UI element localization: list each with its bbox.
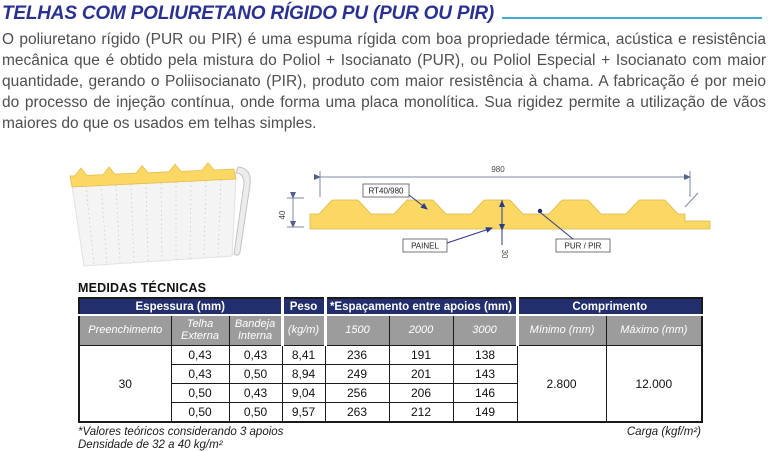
table-row: 0,43 0,50 8,94 249 201 143 bbox=[79, 364, 702, 384]
cell-3000: 146 bbox=[452, 383, 518, 403]
cell-3000: 143 bbox=[452, 364, 518, 384]
page-header: TELHAS COM POLIURETANO RÍGIDO PU (PUR OU… bbox=[0, 0, 768, 25]
cell-bandeja: 0,50 bbox=[228, 364, 283, 384]
table-row: 30 0,43 0,43 8,41 236 191 138 2.800 12.0… bbox=[78, 345, 703, 423]
col-preenchimento: Preenchimento bbox=[78, 314, 172, 346]
title-underline bbox=[502, 17, 762, 19]
cell-1500: 263 bbox=[324, 402, 390, 423]
cell-telha: 0,50 bbox=[170, 383, 230, 403]
cell-2000: 191 bbox=[388, 345, 454, 365]
col-peso-unit: (kg/m) bbox=[280, 314, 326, 346]
figures-row: 980 40 30 RT40/980 PAINEL PUR / PIR bbox=[0, 153, 768, 278]
col-maximo: Máximo (mm) bbox=[605, 314, 703, 346]
cell-peso: 8,94 bbox=[281, 364, 326, 384]
rolled-edge bbox=[233, 166, 251, 256]
panel-tag-label: PAINEL bbox=[411, 242, 439, 251]
end-break-tick bbox=[684, 192, 699, 208]
panel-streaks bbox=[85, 179, 222, 265]
intro-paragraph: O poliuretano rígido (PUR ou PIR) é uma … bbox=[2, 31, 766, 132]
technical-table: Espessura (mm) Peso *Espaçamento entre a… bbox=[78, 297, 704, 423]
footnote-supports: *Valores teóricos considerando 3 apoios bbox=[78, 426, 284, 438]
header-group-row: Espessura (mm) Peso *Espaçamento entre a… bbox=[78, 297, 703, 316]
cell-bandeja: 0,43 bbox=[228, 345, 283, 365]
cell-minimo: 2.800 bbox=[516, 345, 607, 423]
group-espacamento: *Espaçamento entre apoios (mm) bbox=[323, 297, 518, 316]
cell-2000: 206 bbox=[388, 383, 454, 403]
width-dimension-label: 980 bbox=[491, 165, 505, 174]
col-minimo: Mínimo (mm) bbox=[515, 314, 607, 346]
table-section-title: MEDIDAS TÉCNICAS bbox=[78, 281, 207, 295]
group-comprimento: Comprimento bbox=[515, 297, 703, 316]
group-espessura: Espessura (mm) bbox=[78, 297, 283, 316]
cell-1500: 249 bbox=[324, 364, 390, 384]
cell-2000: 212 bbox=[388, 402, 454, 423]
cell-maximo: 12.000 bbox=[605, 345, 703, 423]
cell-1500: 236 bbox=[324, 345, 390, 365]
col-bandeja-interna: Bandeja Interna bbox=[228, 314, 283, 346]
col-apoio-2000: 2000 bbox=[388, 314, 454, 346]
profile-tag-leader bbox=[408, 194, 428, 210]
profile-cross-section: 980 40 30 RT40/980 PAINEL PUR / PIR bbox=[278, 165, 711, 259]
cell-preenchimento: 30 bbox=[78, 345, 172, 423]
cell-1500: 256 bbox=[324, 383, 390, 403]
cell-peso: 9,04 bbox=[281, 383, 326, 403]
cell-telha: 0,43 bbox=[170, 345, 230, 365]
cell-3000: 149 bbox=[452, 402, 518, 423]
cell-peso: 8,41 bbox=[281, 345, 326, 365]
panel-tag-box bbox=[402, 238, 448, 253]
tile-3d-illustration bbox=[69, 162, 251, 267]
load-unit-label: Carga (kgf/m²) bbox=[626, 426, 701, 438]
cell-bandeja: 0,50 bbox=[228, 402, 283, 423]
footnotes: *Valores teóricos considerando 3 apoios … bbox=[78, 426, 701, 452]
cell-2000: 201 bbox=[388, 364, 454, 384]
header-column-row: Preenchimento Telha Externa Bandeja Inte… bbox=[78, 314, 703, 346]
col-apoio-1500: 1500 bbox=[323, 314, 390, 346]
profile-foam-shape bbox=[309, 199, 711, 230]
foam-tag-label: PUR / PIR bbox=[565, 242, 602, 251]
cell-telha: 0,43 bbox=[170, 364, 230, 384]
cell-peso: 9,57 bbox=[281, 402, 326, 423]
table-row: 0,50 0,50 9,57 263 212 149 bbox=[79, 402, 702, 423]
foam-tag-dot bbox=[537, 208, 543, 214]
col-telha-externa: Telha Externa bbox=[170, 314, 230, 346]
core-thickness-label: 30 bbox=[500, 250, 509, 259]
group-peso: Peso bbox=[280, 297, 326, 316]
technical-section: MEDIDAS TÉCNICAS Espessura (mm) Peso *Es… bbox=[78, 281, 704, 452]
table-row: 0,50 0,43 9,04 256 206 146 bbox=[79, 383, 702, 403]
profile-tag-box bbox=[362, 183, 410, 198]
cell-3000: 138 bbox=[452, 345, 518, 365]
rib-height-label: 40 bbox=[278, 210, 287, 219]
foam-strip bbox=[69, 162, 237, 188]
cell-bandeja: 0,43 bbox=[228, 383, 283, 403]
col-apoio-3000: 3000 bbox=[452, 314, 518, 346]
panel-tag-leader bbox=[446, 227, 493, 244]
page-title: TELHAS COM POLIURETANO RÍGIDO PU (PUR OU… bbox=[2, 3, 495, 24]
panel-body bbox=[71, 177, 237, 267]
footnote-density: Densidade de 32 a 40 kg/m² bbox=[78, 439, 223, 451]
profile-tag-label: RT40/980 bbox=[369, 187, 405, 196]
foam-tag-leader bbox=[540, 212, 574, 240]
cell-telha: 0,50 bbox=[170, 402, 230, 423]
foam-tag-box bbox=[555, 238, 611, 253]
